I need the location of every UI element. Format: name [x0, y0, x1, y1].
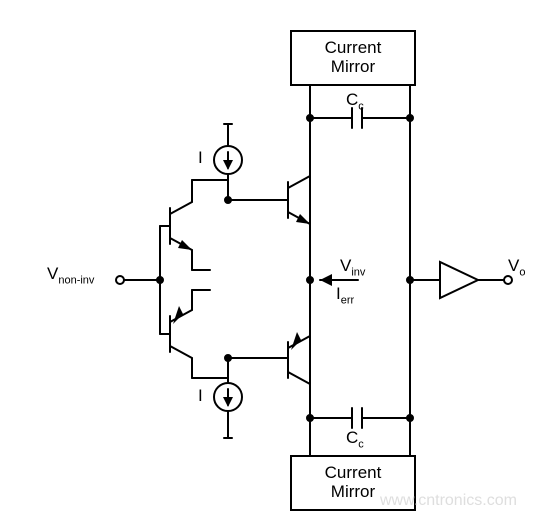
label-ierr: Ierr [336, 284, 354, 306]
current-mirror-top: Current Mirror [290, 30, 416, 86]
watermark: www.cntronics.com [380, 492, 517, 510]
label-i-bot: I [198, 386, 203, 406]
label-vo: Vo [508, 256, 525, 278]
label-vinv: Vinv [340, 256, 365, 278]
current-mirror-bottom-label: Current Mirror [325, 464, 382, 501]
label-vninv: Vnon-inv [47, 264, 94, 286]
current-mirror-top-label: Current Mirror [325, 39, 382, 76]
label-cc-bot: Cc [346, 428, 364, 450]
label-i-top: I [198, 148, 203, 168]
schematic-canvas [0, 0, 548, 526]
label-cc-top: Cc [346, 90, 364, 112]
